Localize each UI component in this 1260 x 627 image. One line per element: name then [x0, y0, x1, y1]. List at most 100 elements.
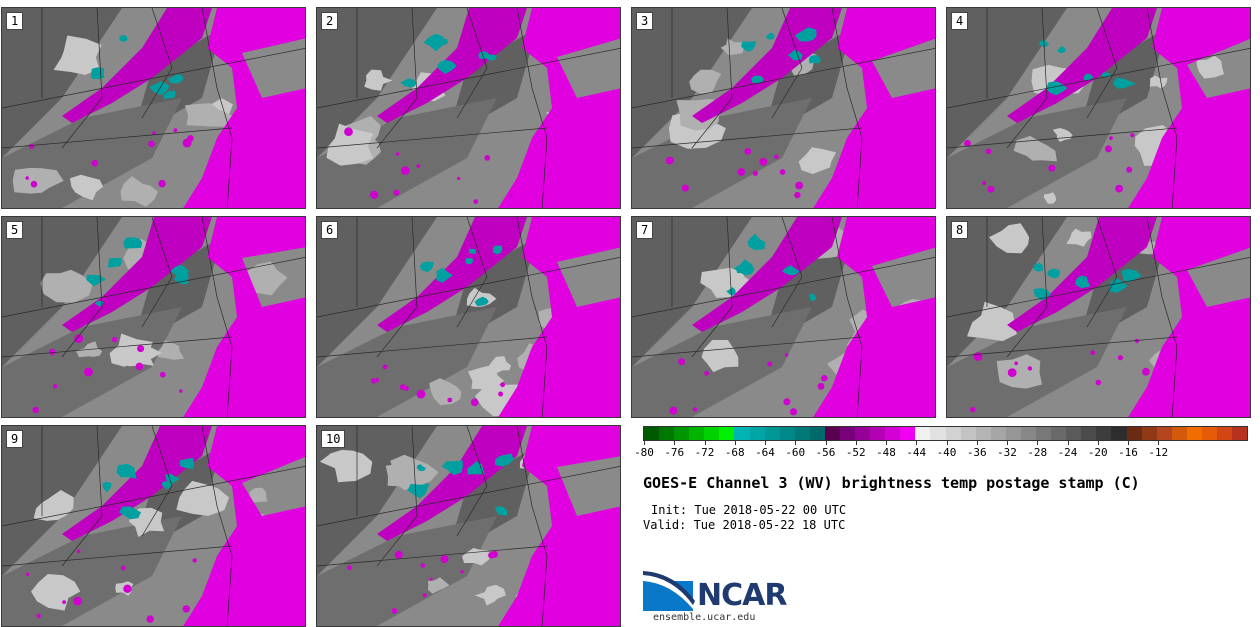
- panel-number-label: 3: [636, 12, 654, 30]
- panel-number-label: 1: [6, 12, 24, 30]
- colorbar-tick-label: -12: [1148, 446, 1169, 459]
- colorbar-tick-label: -76: [664, 446, 685, 459]
- colorbar-cell: [900, 427, 916, 440]
- colorbar-cell: [824, 427, 841, 440]
- wv-map: [2, 426, 305, 626]
- colorbar-tick: [765, 441, 766, 445]
- colorbar-tick: [704, 441, 706, 445]
- colorbar-cell: [915, 427, 931, 440]
- colorbar-cell: [1171, 427, 1187, 440]
- colorbar-cell: [644, 427, 660, 440]
- panel-number-label: 7: [636, 221, 654, 239]
- colorbar-cell: [1066, 427, 1082, 440]
- colorbar-cell: [1096, 427, 1112, 440]
- colorbar-tick-label: -52: [845, 446, 866, 459]
- colorbar-tick: [1158, 441, 1160, 445]
- colorbar-tick: [886, 441, 887, 445]
- colorbar-cell: [1081, 427, 1097, 440]
- panel-number-label: 8: [951, 221, 969, 239]
- colorbar-tick: [734, 441, 736, 445]
- colorbar-tick: [1128, 441, 1129, 445]
- colorbar-cell: [779, 427, 795, 440]
- panel-6: 6: [316, 216, 621, 418]
- colorbar-tick-label: -60: [785, 446, 806, 459]
- colorbar-tick-label: -48: [876, 446, 896, 459]
- colorbar-cell: [809, 427, 825, 440]
- colorbar-cell: [1216, 427, 1233, 440]
- wv-map: [317, 8, 620, 208]
- wv-map: [317, 217, 620, 417]
- wv-map: [2, 8, 305, 208]
- panel-number-label: 4: [951, 12, 969, 30]
- colorbar-tick-label: -68: [724, 446, 745, 459]
- panel-number-label: 10: [321, 430, 346, 448]
- panel-5: 5: [1, 216, 306, 418]
- colorbar-cell: [1126, 427, 1142, 440]
- colorbar-cell: [1232, 427, 1248, 440]
- colorbar-tick: [825, 441, 827, 445]
- wv-map: [317, 426, 620, 626]
- colorbar-tick-label: -64: [755, 446, 775, 459]
- panel-number-label: 9: [6, 430, 24, 448]
- colorbar-tick-label: -56: [815, 446, 836, 459]
- colorbar-tick-label: -44: [906, 446, 927, 459]
- colorbar-cell: [990, 427, 1006, 440]
- colorbar-cell: [794, 427, 810, 440]
- colorbar-cell: [960, 427, 976, 440]
- colorbar-tick: [916, 441, 918, 445]
- colorbar-cell: [1141, 427, 1157, 440]
- chart-title: GOES-E Channel 3 (WV) brightness temp po…: [643, 474, 1140, 492]
- colorbar-cell: [1036, 427, 1052, 440]
- colorbar: [643, 426, 1248, 441]
- colorbar-tick-label: -80: [634, 446, 654, 459]
- valid-time: Valid: Tue 2018-05-22 18 UTC: [643, 518, 846, 532]
- colorbar-cell: [930, 427, 946, 440]
- colorbar-tick-label: -72: [694, 446, 715, 459]
- colorbar-tick: [1007, 441, 1008, 445]
- colorbar-tick: [976, 441, 978, 445]
- panel-1: 1: [1, 7, 306, 209]
- colorbar-tick-label: -36: [966, 446, 987, 459]
- panel-10: 10: [316, 425, 621, 627]
- colorbar-cell: [659, 427, 675, 440]
- colorbar-tick: [855, 441, 857, 445]
- colorbar-cell: [719, 427, 735, 440]
- colorbar-tick: [1097, 441, 1099, 445]
- colorbar-tick-label: -40: [936, 446, 957, 459]
- colorbar-cell: [764, 427, 780, 440]
- wv-map: [632, 217, 935, 417]
- panel-8: 8: [946, 216, 1251, 418]
- colorbar-tick-label: -24: [1057, 446, 1078, 459]
- colorbar-tick-label: -20: [1087, 446, 1108, 459]
- colorbar-tick: [674, 441, 676, 445]
- colorbar-tick: [795, 441, 797, 445]
- colorbar-cell: [1111, 427, 1127, 440]
- colorbar-cell: [975, 427, 991, 440]
- panel-9: 9: [1, 425, 306, 627]
- init-time: Init: Tue 2018-05-22 00 UTC: [651, 503, 847, 517]
- colorbar-cell: [689, 427, 705, 440]
- panel-number-label: 6: [321, 221, 339, 239]
- colorbar-tick: [644, 441, 645, 445]
- wv-map: [2, 217, 305, 417]
- colorbar-cell: [1051, 427, 1067, 440]
- colorbar-tick: [1067, 441, 1069, 445]
- colorbar-tick-label: -32: [997, 446, 1017, 459]
- wv-map: [947, 8, 1250, 208]
- ncar-logo-icon: [643, 571, 695, 611]
- panel-4: 4: [946, 7, 1251, 209]
- panel-2: 2: [316, 7, 621, 209]
- colorbar-cell: [855, 427, 871, 440]
- wv-map: [947, 217, 1250, 417]
- colorbar-cell: [1005, 427, 1021, 440]
- colorbar-cell: [870, 427, 886, 440]
- panel-number-label: 5: [6, 221, 24, 239]
- panel-3: 3: [631, 7, 936, 209]
- colorbar-cell: [749, 427, 765, 440]
- colorbar-cell: [704, 427, 720, 440]
- colorbar-cell: [1020, 427, 1037, 440]
- panel-number-label: 2: [321, 12, 339, 30]
- colorbar-cell: [840, 427, 856, 440]
- colorbar-cell: [945, 427, 961, 440]
- site-url: ensemble.ucar.edu: [653, 612, 756, 623]
